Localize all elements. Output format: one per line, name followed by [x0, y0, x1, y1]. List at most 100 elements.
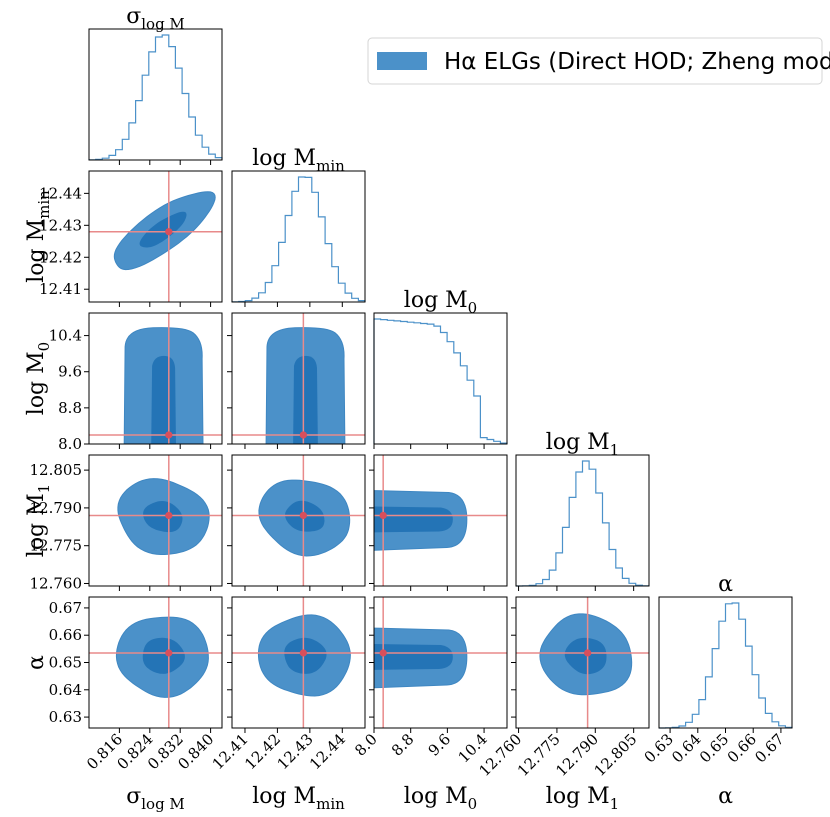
- x-tick-label: 12.42: [241, 730, 284, 773]
- y-tick-label: 12.790: [30, 499, 83, 517]
- x-tick-label: 12.44: [306, 730, 349, 773]
- y-axis-label-logM0: log M0: [24, 342, 53, 415]
- panel-frame: [515, 454, 650, 587]
- y-tick-label: 8.0: [58, 435, 82, 453]
- x-tick-label: 8.0: [351, 730, 381, 760]
- hist-panel-logM1: log M1: [515, 430, 650, 591]
- hist-steps-logM1: [516, 460, 650, 587]
- y-axis-label-logMmin-sub: min: [35, 190, 53, 219]
- hist-title-logM1-sub: 1: [610, 441, 620, 459]
- y-tick-label: 10.4: [49, 327, 82, 345]
- hist-title-sigma-sub: log M: [141, 15, 185, 33]
- y-tick-label: 12.44: [39, 184, 82, 202]
- x-tick-label: 12.43: [274, 730, 317, 773]
- x-axis-label-logMmin-main: log M: [252, 784, 316, 809]
- truth-marker: [165, 431, 173, 439]
- hist-title-logM1: log M1: [546, 430, 619, 459]
- contour-inner: [374, 644, 453, 670]
- panel-sigma-logM1: 12.760 12.775 12.790 12.805: [30, 454, 223, 592]
- x-axis-label-logM1: log M1: [546, 784, 619, 813]
- x-axis-label-logM0-sub: 0: [468, 795, 478, 813]
- y-axis-label-alpha-main: α: [24, 655, 49, 670]
- truth-marker: [299, 649, 307, 657]
- hist-panel-sigma: σlog M: [88, 4, 223, 165]
- panel-content: [232, 313, 365, 444]
- hist-steps-sigma: [88, 34, 223, 161]
- hist-title-alpha-main: α: [718, 572, 733, 597]
- hist-title-logMmin: log Mmin: [252, 146, 345, 175]
- panel-frame: [231, 170, 366, 303]
- hist-title-sigma: σlog M: [126, 4, 185, 33]
- x-tick-label: 0.840: [174, 730, 217, 773]
- hist-title-logM0-main: log M: [404, 288, 468, 313]
- panel-content: [89, 455, 222, 586]
- panel-content: [232, 597, 365, 728]
- hist-title-logMmin-sub: min: [316, 157, 345, 175]
- panel-content: [374, 597, 507, 728]
- hist-title-logM0: log M0: [404, 288, 477, 317]
- x-axis-label-logMmin-sub: min: [316, 795, 345, 813]
- y-axis-label-logM1-sub: 1: [35, 484, 53, 494]
- x-tick-label: 0.65: [696, 730, 732, 766]
- x-tick-label: 0.67: [751, 730, 787, 766]
- hist-panel-alpha: α 0.630.640.650.660.67: [641, 572, 793, 766]
- panel-frame: [373, 312, 508, 445]
- x-axis-label-logM1-sub: 1: [610, 795, 620, 813]
- truth-marker: [299, 511, 307, 520]
- contour-inner: [151, 355, 176, 444]
- y-axis-label-logM0-sub: 0: [35, 342, 53, 352]
- hist-title-sigma-main: σ: [126, 4, 141, 29]
- panel-content: [374, 455, 507, 586]
- panel-frame: [88, 312, 223, 445]
- x-tick-label: 0.63: [641, 730, 677, 766]
- y-axis-label-logM0-main: log M: [24, 351, 49, 415]
- panel-frame: [231, 454, 366, 587]
- hist-panel-logMmin: log Mmin: [231, 146, 366, 307]
- hist-title-logM1-main: log M: [546, 430, 610, 455]
- x-axis-label-sigma: σlog M: [126, 784, 185, 813]
- x-tick-label: 0.64: [668, 730, 704, 766]
- legend-label: Hα ELGs (Direct HOD; Zheng model): [444, 49, 830, 75]
- x-axis-label-logM1-main: log M: [546, 784, 610, 809]
- panel-frame: [88, 170, 223, 303]
- panel-logM0-logM1: [369, 454, 508, 591]
- y-tick-label: 0.66: [49, 626, 82, 644]
- truth-marker: [299, 431, 307, 439]
- y-tick-label: 0.67: [49, 599, 82, 617]
- y-tick-label: 12.43: [39, 216, 82, 234]
- y-tick-label: 12.41: [39, 280, 82, 298]
- panel-sigma-logMmin: 12.41 12.42 12.43 12.44: [39, 170, 223, 307]
- y-axis-label-logM1: log M1: [24, 484, 53, 557]
- contour-inner: [139, 211, 187, 248]
- x-tick-label: 12.41: [209, 730, 252, 773]
- x-tick-label: 9.6: [425, 730, 455, 760]
- x-axis-label-alpha-main: α: [718, 784, 733, 809]
- y-axis-label-logMmin-main: log M: [24, 219, 49, 283]
- panel-frame: [88, 454, 223, 587]
- x-axis-label-alpha: α: [718, 784, 733, 809]
- hist-title-logM0-sub: 0: [468, 299, 478, 317]
- hist-panel-logM0: log M0: [373, 288, 508, 449]
- truth-marker: [379, 649, 387, 657]
- y-tick-label: 0.63: [49, 708, 82, 726]
- panel-frame: [373, 454, 508, 587]
- legend-frame: [367, 37, 823, 85]
- contour-inner: [142, 637, 185, 674]
- y-tick-label: 12.760: [30, 574, 83, 592]
- y-axis-label-logMmin: log Mmin: [24, 190, 53, 283]
- contour-inner: [564, 637, 607, 675]
- legend: Hα ELGs (Direct HOD; Zheng model): [367, 37, 830, 85]
- panel-content: [232, 455, 365, 586]
- hist-steps-alpha: [659, 602, 793, 729]
- x-tick-label: 8.8: [388, 730, 418, 760]
- panel-frame: [231, 312, 366, 445]
- x-axis-label-logM0: log M0: [404, 784, 477, 813]
- y-axis-label-logM1-main: log M: [24, 493, 49, 557]
- y-tick-label: 0.65: [49, 654, 82, 672]
- hist-steps-logMmin: [231, 176, 366, 303]
